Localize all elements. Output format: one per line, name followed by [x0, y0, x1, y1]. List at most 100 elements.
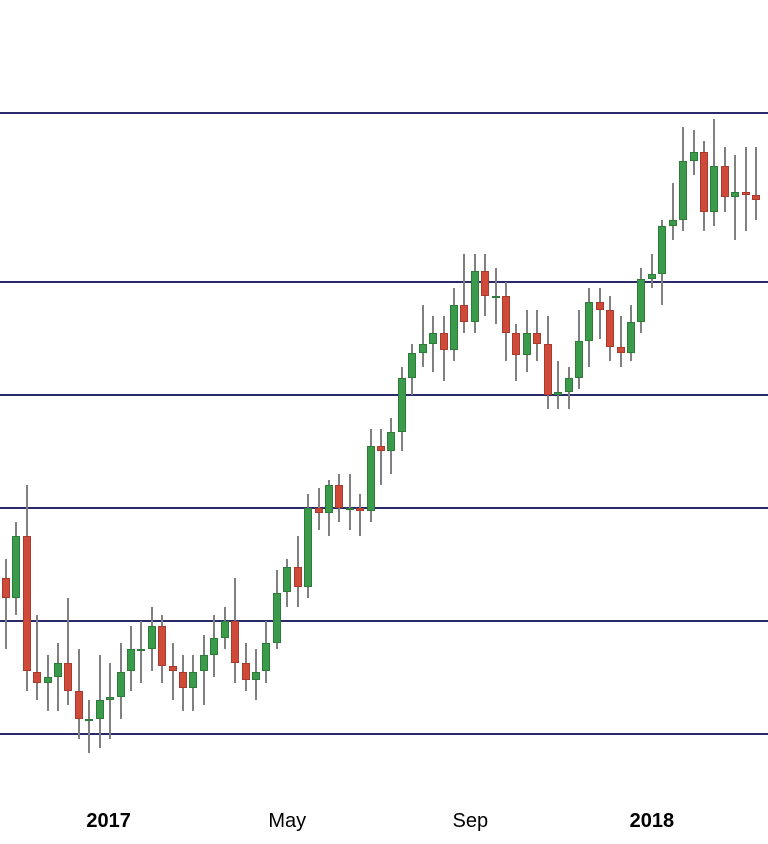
candle	[398, 0, 406, 844]
candle	[544, 0, 552, 844]
candle	[304, 0, 312, 844]
candle-body	[565, 378, 573, 392]
candle-body	[585, 302, 593, 342]
candle-body	[33, 672, 41, 683]
candle-wick	[672, 183, 674, 239]
candle-wick	[349, 474, 351, 530]
candle-body	[346, 508, 354, 510]
candle	[315, 0, 323, 844]
x-axis-label: Sep	[453, 810, 489, 833]
candle-body	[106, 697, 114, 700]
candle-body	[54, 663, 62, 677]
candle-body	[137, 649, 145, 651]
candle-body	[189, 672, 197, 689]
candle-body	[179, 672, 187, 689]
x-axis-label: 2017	[86, 810, 131, 833]
candle-body	[752, 195, 760, 201]
candle	[606, 0, 614, 844]
candle	[596, 0, 604, 844]
candle-body	[169, 666, 177, 672]
candle-body	[554, 392, 562, 395]
candle	[127, 0, 135, 844]
candle	[346, 0, 354, 844]
candle	[627, 0, 635, 844]
candle	[367, 0, 375, 844]
candle-body	[419, 344, 427, 352]
candle-body	[460, 305, 468, 322]
candle-body	[127, 649, 135, 672]
x-axis-label: May	[268, 810, 306, 833]
candle	[2, 0, 10, 844]
candle	[554, 0, 562, 844]
candle	[471, 0, 479, 844]
candle-body	[304, 508, 312, 587]
candle-body	[700, 152, 708, 211]
candle-wick	[36, 615, 38, 700]
candle	[617, 0, 625, 844]
candle	[637, 0, 645, 844]
candle	[742, 0, 750, 844]
candle-wick	[557, 361, 559, 409]
candle-body	[471, 271, 479, 322]
candle-wick	[380, 429, 382, 485]
candle	[585, 0, 593, 844]
candle-body	[210, 638, 218, 655]
candle	[283, 0, 291, 844]
candle-body	[690, 152, 698, 160]
candle	[460, 0, 468, 844]
candle	[179, 0, 187, 844]
candle	[117, 0, 125, 844]
candle	[85, 0, 93, 844]
candle	[294, 0, 302, 844]
candle-body	[252, 672, 260, 680]
candle-body	[117, 672, 125, 697]
candle-body	[2, 578, 10, 598]
candle-body	[731, 192, 739, 198]
candle-body	[148, 626, 156, 649]
candle	[565, 0, 573, 844]
candle	[64, 0, 72, 844]
candle-wick	[734, 155, 736, 240]
candle-wick	[57, 643, 59, 711]
candle-body	[283, 567, 291, 592]
candle	[440, 0, 448, 844]
candle	[252, 0, 260, 844]
candle	[75, 0, 83, 844]
candle-body	[273, 593, 281, 644]
candle	[450, 0, 458, 844]
candle	[377, 0, 385, 844]
candle-body	[356, 508, 364, 511]
candle-wick	[88, 700, 90, 754]
candle-body	[96, 700, 104, 720]
candle	[533, 0, 541, 844]
candle-body	[627, 322, 635, 353]
candle-body	[200, 655, 208, 672]
candle	[200, 0, 208, 844]
candle	[44, 0, 52, 844]
candle	[679, 0, 687, 844]
candle-body	[23, 536, 31, 671]
candle	[23, 0, 31, 844]
candle-wick	[422, 305, 424, 367]
candle-body	[377, 446, 385, 452]
candle-body	[637, 279, 645, 321]
candle	[210, 0, 218, 844]
candle-wick	[651, 254, 653, 288]
candle-body	[325, 485, 333, 513]
candle	[721, 0, 729, 844]
candle-body	[64, 663, 72, 691]
candle	[523, 0, 531, 844]
candle	[231, 0, 239, 844]
candle	[752, 0, 760, 844]
candle-body	[544, 344, 552, 395]
candle-body	[158, 626, 166, 666]
candle-body	[387, 432, 395, 452]
candle	[96, 0, 104, 844]
candle	[387, 0, 395, 844]
candle-wick	[359, 494, 361, 536]
candle-body	[75, 691, 83, 719]
candle-body	[85, 719, 93, 721]
candle	[262, 0, 270, 844]
candle	[273, 0, 281, 844]
candle-body	[242, 663, 250, 680]
